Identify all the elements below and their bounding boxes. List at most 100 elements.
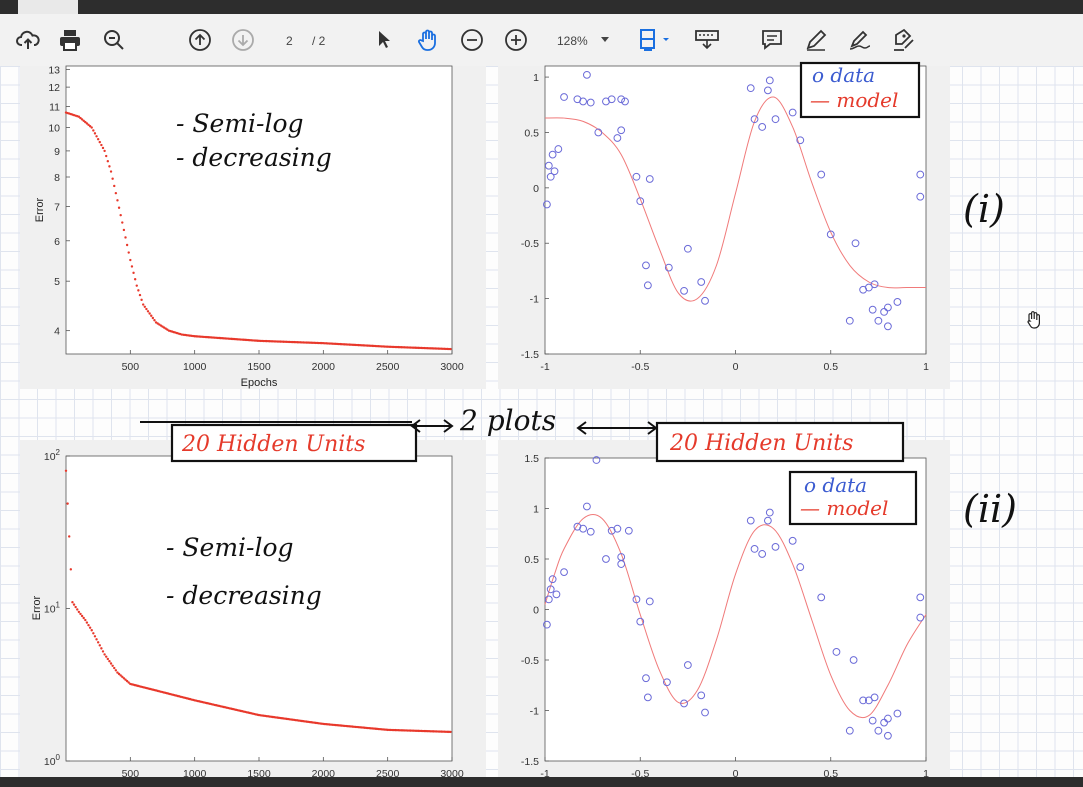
data-point bbox=[79, 116, 82, 120]
data-point bbox=[129, 258, 132, 262]
y-tick-label: 10 bbox=[48, 123, 60, 135]
data-point bbox=[125, 243, 129, 247]
data-point bbox=[146, 310, 150, 313]
data-point bbox=[884, 322, 892, 331]
x-tick-label: 1 bbox=[923, 768, 929, 780]
data-point bbox=[636, 197, 645, 206]
data-point bbox=[92, 129, 95, 132]
data-point bbox=[617, 126, 626, 135]
chart-plot-area-3 bbox=[65, 455, 453, 762]
page-number-input[interactable]: 2 bbox=[286, 34, 293, 48]
y-tick-label: 0 bbox=[533, 183, 539, 195]
data-point bbox=[96, 641, 100, 644]
data-point bbox=[72, 603, 76, 606]
data-point bbox=[796, 563, 805, 571]
data-point bbox=[683, 661, 692, 669]
data-point bbox=[746, 84, 755, 93]
data-point bbox=[106, 160, 110, 163]
data-point bbox=[64, 469, 68, 472]
data-point bbox=[77, 610, 81, 614]
data-point bbox=[548, 150, 557, 159]
legend-model-1: — model bbox=[810, 88, 898, 112]
data-point bbox=[683, 244, 692, 253]
page-down-icon[interactable] bbox=[229, 26, 257, 54]
zoom-level[interactable]: 128% bbox=[557, 34, 588, 48]
label-i: (i) bbox=[963, 187, 1005, 231]
y-tick-label: 6 bbox=[54, 236, 60, 248]
data-point bbox=[101, 146, 105, 150]
search-icon[interactable] bbox=[100, 26, 128, 54]
page-total: / 2 bbox=[312, 34, 326, 48]
data-point bbox=[133, 278, 137, 281]
y-tick-label: 5 bbox=[54, 276, 60, 288]
data-point bbox=[617, 553, 626, 561]
hand-cursor-icon bbox=[1027, 311, 1040, 329]
note-decreasing-1: - decreasing bbox=[176, 143, 332, 172]
page-up-icon[interactable] bbox=[186, 26, 214, 54]
zoom-out-icon[interactable] bbox=[458, 26, 486, 54]
data-point bbox=[579, 524, 587, 533]
y-tick-label: 13 bbox=[48, 64, 60, 76]
data-point bbox=[893, 709, 902, 718]
data-point bbox=[560, 568, 568, 577]
data-point bbox=[746, 516, 755, 525]
data-point bbox=[826, 230, 835, 239]
data-point bbox=[96, 138, 100, 141]
data-point bbox=[124, 678, 127, 681]
data-point bbox=[90, 629, 93, 632]
data-point bbox=[817, 593, 826, 602]
presentation-icon[interactable] bbox=[693, 26, 721, 54]
x-tick-label: 1500 bbox=[247, 361, 271, 373]
pen-icon[interactable] bbox=[802, 26, 830, 54]
data-point bbox=[82, 119, 85, 122]
data-point bbox=[763, 516, 772, 525]
data-point bbox=[664, 263, 673, 272]
data-point bbox=[546, 172, 555, 181]
data-point bbox=[544, 595, 553, 604]
data-point bbox=[98, 644, 101, 647]
y-tick-label: -1.5 bbox=[521, 349, 539, 361]
data-point bbox=[851, 239, 860, 248]
print-icon[interactable] bbox=[56, 26, 84, 54]
window-tab[interactable] bbox=[18, 0, 78, 14]
data-point bbox=[125, 679, 129, 683]
note-semi-log-1: - Semi-log bbox=[176, 109, 304, 138]
data-point bbox=[613, 524, 622, 533]
signature-icon[interactable] bbox=[846, 26, 874, 54]
data-point bbox=[758, 123, 767, 131]
data-point bbox=[130, 265, 134, 268]
data-point bbox=[701, 296, 709, 305]
upload-icon[interactable] bbox=[14, 26, 42, 54]
data-point bbox=[114, 191, 118, 195]
chevron-down-icon[interactable] bbox=[598, 26, 612, 54]
x-tick-label: 0.5 bbox=[823, 361, 838, 373]
y-tick-label: 1.5 bbox=[524, 453, 539, 465]
legend-box-2 bbox=[788, 470, 918, 526]
data-point bbox=[80, 118, 84, 121]
hand-icon[interactable] bbox=[414, 26, 442, 54]
data-point bbox=[148, 312, 151, 315]
form-edit-icon[interactable] bbox=[890, 26, 918, 54]
data-point bbox=[95, 135, 98, 138]
data-point bbox=[142, 303, 145, 306]
data-point bbox=[621, 97, 629, 106]
data-point bbox=[100, 647, 103, 650]
data-point bbox=[74, 605, 77, 609]
fit-width-icon[interactable] bbox=[636, 26, 676, 54]
comment-icon[interactable] bbox=[758, 26, 786, 54]
pointer-icon[interactable] bbox=[372, 26, 396, 54]
data-point bbox=[100, 143, 103, 147]
data-point bbox=[87, 623, 90, 627]
data-point bbox=[763, 86, 772, 95]
zoom-in-icon[interactable] bbox=[502, 26, 530, 54]
data-point bbox=[750, 115, 759, 124]
data-point bbox=[884, 731, 892, 740]
data-point bbox=[95, 638, 98, 641]
y-tick-label: 4 bbox=[54, 326, 60, 338]
data-point bbox=[771, 115, 780, 124]
y-tick-label: 7 bbox=[54, 202, 60, 214]
data-point bbox=[642, 674, 650, 683]
data-point bbox=[884, 303, 892, 312]
note-semi-log-2: - Semi-log bbox=[166, 533, 294, 562]
data-point bbox=[758, 550, 767, 558]
